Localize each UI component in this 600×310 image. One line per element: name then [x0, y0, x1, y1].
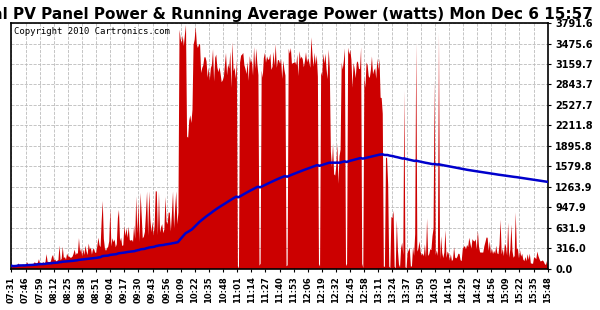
Text: Copyright 2010 Cartronics.com: Copyright 2010 Cartronics.com [14, 27, 170, 36]
Title: Total PV Panel Power & Running Average Power (watts) Mon Dec 6 15:57: Total PV Panel Power & Running Average P… [0, 7, 593, 22]
